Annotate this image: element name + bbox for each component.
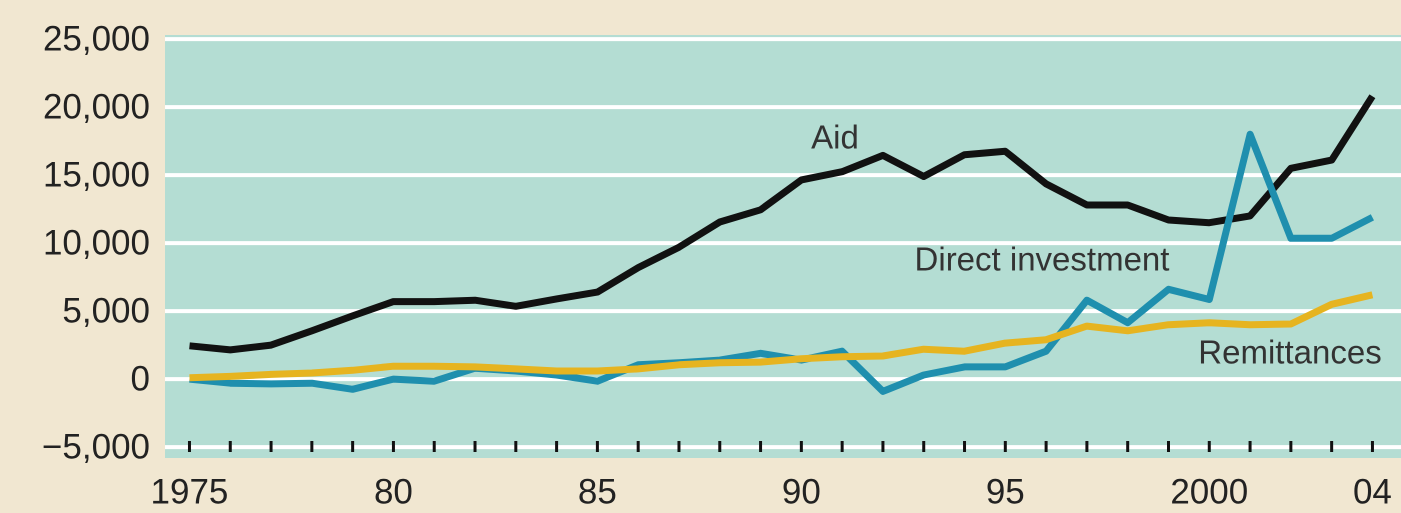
y-tick-label: 10,000 <box>43 223 150 262</box>
x-tick-label: 04 <box>1353 472 1392 511</box>
series-line <box>189 130 1375 395</box>
x-tick-label: 1975 <box>151 472 229 511</box>
y-tick-label: 20,000 <box>43 87 150 126</box>
y-tick-label: 25,000 <box>43 19 150 58</box>
series-line <box>189 291 1374 382</box>
series-label: Direct investment <box>915 241 1170 278</box>
y-tick-label: 0 <box>131 359 150 398</box>
plot-area <box>165 35 1401 458</box>
y-tick-label: 5,000 <box>62 291 150 330</box>
series-line <box>189 94 1376 354</box>
x-tick-label: 90 <box>782 472 821 511</box>
x-tick-label: 2000 <box>1170 472 1248 511</box>
series-label: Remittances <box>1198 334 1381 371</box>
y-tick-label: 15,000 <box>43 155 150 194</box>
y-tick-label: −5,000 <box>42 427 150 466</box>
x-tick-label: 85 <box>578 472 617 511</box>
x-tick-label: 80 <box>374 472 413 511</box>
x-tick-label: 95 <box>986 472 1025 511</box>
series-label: Aid <box>811 119 859 156</box>
